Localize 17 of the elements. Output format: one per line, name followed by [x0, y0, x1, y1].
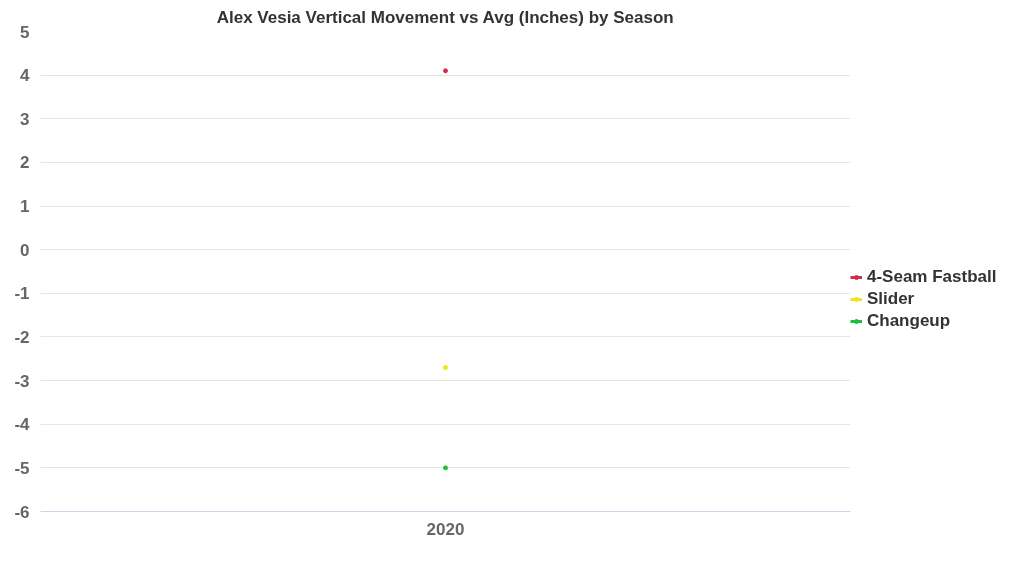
x-tick-label: 2020 [426, 519, 465, 539]
y-tick-label: 4 [20, 66, 31, 86]
y-tick-label: 3 [20, 109, 30, 129]
legend-label: Slider [867, 289, 915, 309]
y-tick-label: -4 [14, 415, 31, 435]
y-tick-label: -5 [14, 458, 30, 478]
y-tick-label: -3 [14, 371, 30, 391]
y-tick-label: -2 [14, 327, 30, 347]
y-tick-label: -1 [14, 284, 30, 304]
chart-title: Alex Vesia Vertical Movement vs Avg (Inches) by Season [216, 7, 674, 27]
y-tick-label: 2 [20, 153, 30, 173]
y-tick-label: 0 [20, 240, 30, 260]
legend-label: 4-Seam Fastball [867, 267, 997, 287]
legend-label: Changeup [867, 311, 951, 331]
y-tick-label: 5 [20, 22, 30, 42]
y-tick-label: 1 [20, 197, 30, 217]
y-tick-label: -6 [14, 502, 30, 522]
